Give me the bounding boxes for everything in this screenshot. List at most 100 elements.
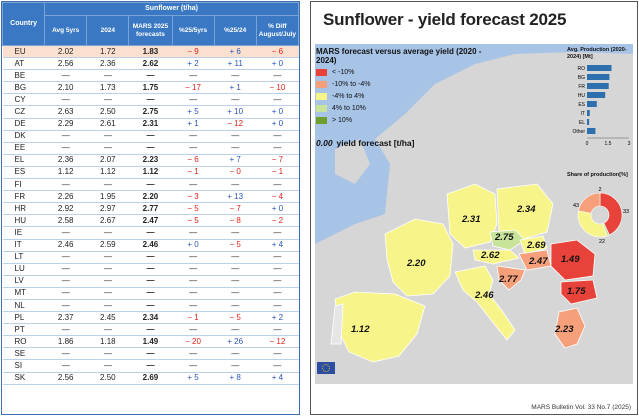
table-cell: — bbox=[128, 142, 172, 155]
table-cell: + 0 bbox=[256, 202, 299, 216]
table-cell: 2.92 bbox=[44, 202, 87, 216]
table-row: FR 2.26 1.95 2.20− 3 + 13− 4 bbox=[2, 190, 299, 204]
country-code: NL bbox=[2, 299, 45, 313]
table-cell: − 5 bbox=[214, 239, 257, 252]
table-cell: + 0 bbox=[256, 105, 299, 119]
table-row: DE 2.29 2.61 2.31 + 1− 12 + 0 bbox=[2, 118, 299, 131]
table-cell: — bbox=[214, 287, 257, 300]
table-cell: 2.63 bbox=[44, 105, 87, 119]
table-cell: — bbox=[86, 130, 129, 143]
table-cell: 1.72 bbox=[86, 45, 129, 59]
table-cell: — bbox=[128, 347, 172, 361]
map-value-label-it: 2.46 bbox=[474, 290, 494, 301]
table-cell: 2.07 bbox=[86, 154, 129, 167]
table-cell: — bbox=[86, 323, 129, 337]
table-cell: — bbox=[86, 142, 129, 155]
table-cell: — bbox=[128, 323, 172, 337]
table-cell: 1.18 bbox=[86, 335, 129, 349]
legend-swatch bbox=[316, 80, 327, 88]
table-cell: — bbox=[214, 275, 257, 288]
table-cell: — bbox=[86, 359, 129, 373]
table-cell: — bbox=[86, 69, 129, 83]
table-cell: 2.20 bbox=[128, 190, 172, 204]
table-cell: — bbox=[86, 287, 129, 300]
table-row: CZ 2.63 2.50 2.75 + 5 + 10 + 0 bbox=[2, 105, 299, 119]
table-cell: 2.02 bbox=[44, 45, 87, 59]
table-cell: — bbox=[214, 299, 257, 313]
region-it bbox=[454, 265, 516, 341]
table-cell: — bbox=[172, 251, 215, 264]
table-cell: — bbox=[128, 69, 172, 83]
table-cell: — bbox=[256, 178, 299, 192]
legend-label: > 10% bbox=[332, 116, 353, 124]
table-cell: + 4 bbox=[256, 372, 299, 385]
country-code: CY bbox=[2, 93, 45, 107]
bar-category-label: IT bbox=[581, 111, 585, 117]
table-cell: — bbox=[86, 178, 129, 192]
table-cell: 2.50 bbox=[86, 105, 129, 119]
table-cell: — bbox=[44, 178, 87, 192]
legend-label: -10% to -4% bbox=[332, 80, 371, 88]
table-row: EE — — — — — — bbox=[2, 142, 299, 155]
table-row: NL — — — — — — bbox=[2, 299, 299, 313]
country-code: DK bbox=[2, 130, 45, 143]
legend-title: MARS forecast versus average yield (2020… bbox=[316, 47, 482, 65]
legend-item: < -10% bbox=[316, 67, 486, 77]
table-row: SI — — — — — — bbox=[2, 359, 299, 373]
map-value-label-pl: 2.34 bbox=[516, 204, 536, 215]
uk-land bbox=[335, 139, 370, 184]
table-cell: 2.56 bbox=[44, 57, 87, 71]
region-sk bbox=[519, 235, 548, 255]
table-cell: — bbox=[256, 359, 299, 373]
table-row: EL 2.36 2.07 2.23− 6 + 7− 7 bbox=[2, 154, 299, 167]
table-cell: 2.62 bbox=[128, 57, 172, 71]
table-row: CY — — — — — — bbox=[2, 93, 299, 107]
table-cell: − 6 bbox=[256, 45, 299, 59]
table-cell: — bbox=[256, 142, 299, 155]
table-cell: 1.12 bbox=[86, 166, 129, 180]
table-cell: 1.83 bbox=[128, 45, 172, 59]
table-cell: — bbox=[172, 178, 215, 192]
map-value-label-es: 1.12 bbox=[351, 324, 370, 335]
bar-tick-label: 0 bbox=[586, 141, 589, 147]
share-pie-chart: 43 2 33 22 bbox=[573, 187, 629, 245]
country-code: AT bbox=[2, 57, 45, 71]
map-value-label-at: 2.62 bbox=[480, 250, 500, 261]
bar bbox=[587, 110, 590, 116]
table-cell: 2.46 bbox=[128, 239, 172, 252]
table-row: EU 2.02 1.72 1.83− 9 + 6− 6 bbox=[2, 45, 299, 59]
table-cell: — bbox=[256, 275, 299, 288]
table-row: DK — — — — — — bbox=[2, 130, 299, 143]
bar bbox=[587, 119, 590, 125]
table-cell: 2.26 bbox=[44, 190, 87, 204]
pie-slice bbox=[577, 210, 608, 238]
table-cell: — bbox=[172, 323, 215, 337]
table-cell: — bbox=[172, 359, 215, 373]
header-col-2: MARS 2025 forecasts bbox=[128, 15, 173, 46]
table-cell: — bbox=[86, 226, 129, 240]
table-cell: — bbox=[44, 251, 87, 264]
country-code: SE bbox=[2, 347, 45, 361]
table-cell: − 5 bbox=[172, 202, 215, 216]
yield-table-panel: Country Sunflower (t/ha) Avg 5yrs 2024 MAR… bbox=[1, 1, 300, 415]
country-code: SI bbox=[2, 359, 45, 373]
table-cell: − 7 bbox=[214, 202, 257, 216]
header-col-3: %25/5yrs bbox=[171, 15, 215, 46]
country-code: LT bbox=[2, 251, 45, 264]
table-cell: + 6 bbox=[214, 45, 257, 59]
table-row: BE — — — — — — bbox=[2, 69, 299, 83]
table-cell: — bbox=[44, 69, 87, 83]
table-cell: + 0 bbox=[172, 239, 215, 252]
table-cell: 2.36 bbox=[86, 57, 129, 71]
pie-slice-label: 22 bbox=[599, 239, 605, 245]
table-cell: — bbox=[128, 178, 172, 192]
map-panel: Sunflower - yield forecast 2025 bbox=[310, 1, 638, 415]
table-cell: — bbox=[214, 93, 257, 107]
table-row: LT — — — — — — bbox=[2, 251, 299, 264]
legend-label: -4% to 4% bbox=[332, 92, 365, 100]
legend-swatch bbox=[316, 92, 327, 100]
table-cell: — bbox=[128, 130, 172, 143]
table-row: ES 1.12 1.12 1.12− 1− 0− 1 bbox=[2, 166, 299, 180]
table-cell: 2.75 bbox=[128, 105, 172, 119]
bar-tick-label: 1.5 bbox=[605, 141, 612, 147]
